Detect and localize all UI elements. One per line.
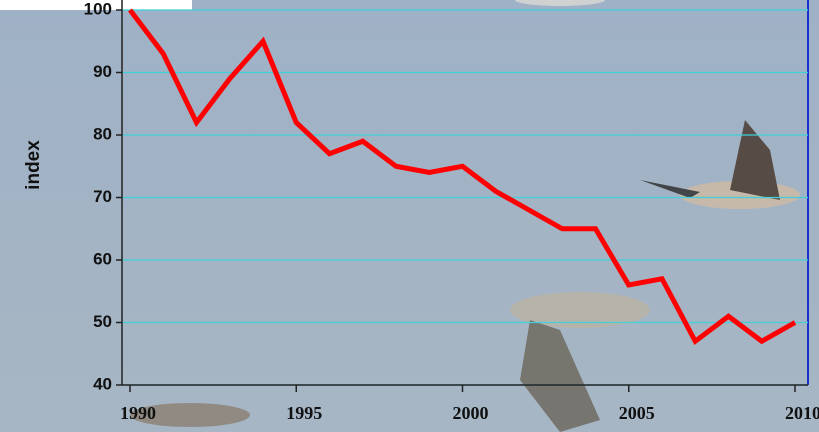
x-tick-label: 1995	[286, 403, 322, 423]
x-tick-label: 2000	[453, 403, 489, 423]
white-patch	[0, 0, 192, 10]
bird-decoration	[130, 0, 800, 432]
y-tick-label: 100	[84, 0, 112, 18]
y-tick-label: 50	[93, 312, 112, 331]
y-tick-label: 70	[93, 187, 112, 206]
y-axis-label: index	[23, 140, 44, 190]
x-tick-label: 2005	[619, 403, 655, 423]
y-tick-label: 40	[93, 374, 112, 393]
y-tick-label: 80	[93, 124, 112, 143]
data-line	[128, 8, 797, 346]
y-tick-label: 90	[93, 62, 112, 81]
x-tick-label: 1990	[120, 403, 156, 423]
y-tick-label: 60	[93, 249, 112, 268]
x-tick-label: 2010	[785, 403, 819, 423]
